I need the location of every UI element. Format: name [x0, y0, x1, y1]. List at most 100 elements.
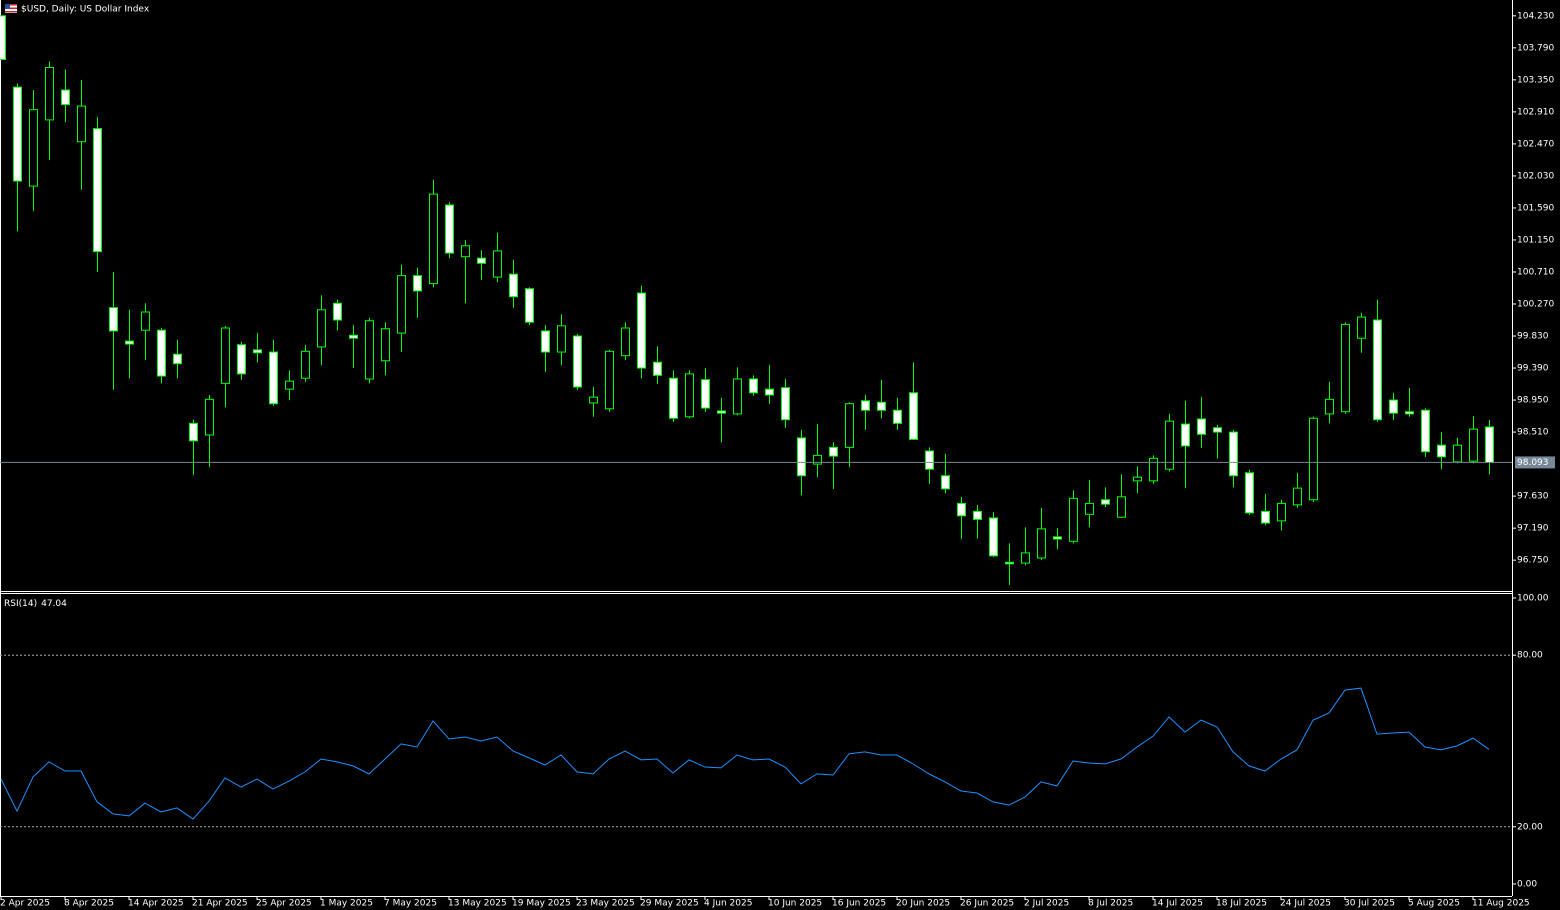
candle-body: [877, 401, 886, 411]
candle-body: [365, 320, 374, 380]
x-tick-label: 18 Jul 2025: [1216, 899, 1267, 909]
candle-body: [189, 422, 198, 442]
candle-body: [989, 517, 998, 557]
x-tick-label: 1 May 2025: [320, 899, 373, 909]
candle-body: [1229, 431, 1238, 477]
candle-body: [61, 89, 70, 106]
candle-body: [1085, 502, 1094, 515]
candle-body: [13, 86, 22, 182]
candle-body: [1389, 399, 1398, 414]
price-label-box: [1515, 456, 1555, 469]
candle-body: [317, 309, 326, 348]
candle-body: [221, 327, 230, 384]
x-tick-label: 2 Apr 2025: [0, 899, 50, 909]
candle-body: [141, 311, 150, 331]
indicator-title: RSI(14) 47.04: [4, 599, 67, 609]
candle-body: [1309, 417, 1318, 501]
candle-body: [429, 193, 438, 285]
y-tick-label: 104.230: [1517, 11, 1554, 21]
x-tick-label: 7 May 2025: [384, 899, 437, 909]
y-tick-label: 20.00: [1517, 822, 1543, 832]
y-tick-label: 80.00: [1517, 651, 1543, 661]
y-tick-label: 0.00: [1517, 879, 1537, 889]
candle-body: [941, 475, 950, 490]
x-tick-label: 24 Jul 2025: [1280, 899, 1331, 909]
candle-body: [685, 373, 694, 418]
candle-body: [349, 334, 358, 339]
x-tick-label: 20 Jun 2025: [896, 899, 950, 909]
candle-body: [733, 378, 742, 415]
candle-body: [797, 437, 806, 477]
candle-body: [237, 344, 246, 375]
candle-body: [829, 446, 838, 457]
candle-body: [445, 204, 454, 254]
candle-body: [333, 302, 342, 321]
candle-body: [173, 353, 182, 365]
x-tick-label: 11 Aug 2025: [1472, 899, 1530, 909]
y-tick-label: 101.150: [1517, 235, 1554, 245]
candle-body: [1261, 510, 1270, 524]
candle-body: [413, 275, 422, 292]
flag-icon: [5, 4, 17, 13]
candle-body: [493, 250, 502, 278]
candle-body: [973, 510, 982, 520]
x-tick-label: 14 Apr 2025: [128, 899, 184, 909]
y-tick-label: 100.00: [1517, 594, 1549, 604]
candle-body: [621, 327, 630, 357]
candle-body: [1421, 409, 1430, 453]
x-tick-label: 2 Jul 2025: [1024, 899, 1069, 909]
candle-body: [205, 398, 214, 436]
candle-body: [93, 128, 102, 253]
candle-body: [845, 403, 854, 448]
candle-body: [45, 66, 54, 121]
candle-body: [749, 378, 758, 394]
chart-title: $USD, Daily: US Dollar Index: [21, 5, 150, 15]
candle-body: [1133, 476, 1142, 482]
candle-body: [477, 257, 486, 264]
y-tick-label: 102.030: [1517, 171, 1554, 181]
candle-body: [909, 392, 918, 440]
indicator-value: 47.04: [41, 599, 67, 609]
candle-body: [605, 350, 614, 410]
candle-body: [125, 340, 134, 345]
x-tick-label: 10 Jun 2025: [768, 899, 822, 909]
candle-body: [861, 400, 870, 411]
x-tick-label: 29 May 2025: [640, 899, 699, 909]
candle-body: [253, 349, 262, 354]
candle-body: [397, 275, 406, 334]
candle-body: [1469, 428, 1478, 462]
y-tick-label: 99.390: [1517, 364, 1549, 374]
candle-body: [509, 273, 518, 298]
candle-body: [525, 288, 534, 323]
y-tick-label: 98.510: [1517, 428, 1549, 438]
candle-body: [29, 109, 38, 187]
y-tick-label: 100.270: [1517, 300, 1554, 310]
candle-body: [1485, 426, 1494, 463]
x-tick-label: 21 Apr 2025: [192, 899, 248, 909]
candle-body: [1357, 316, 1366, 339]
candle-body: [765, 388, 774, 396]
candle-body: [1453, 444, 1462, 463]
y-tick-label: 96.750: [1517, 556, 1549, 566]
candle-body: [269, 351, 278, 405]
rsi-line: [0, 687, 1490, 820]
candle-body: [701, 379, 710, 409]
x-tick-label: 8 Jul 2025: [1088, 899, 1133, 909]
candle-body: [637, 292, 646, 369]
candle-body: [653, 361, 662, 376]
rsi-panel: [0, 654, 1512, 828]
x-tick-label: 5 Aug 2025: [1408, 899, 1460, 909]
candle-body: [813, 454, 822, 465]
x-tick-label: 14 Jul 2025: [1152, 899, 1203, 909]
candle-body: [1373, 319, 1382, 421]
candle-body: [301, 350, 310, 379]
candle-body: [285, 380, 294, 390]
candle-body: [1197, 418, 1206, 435]
candle-body: [925, 450, 934, 470]
candle-body: [1245, 472, 1254, 514]
candle-body: [1277, 502, 1286, 522]
candle-body: [157, 329, 166, 377]
candle-body: [541, 330, 550, 353]
